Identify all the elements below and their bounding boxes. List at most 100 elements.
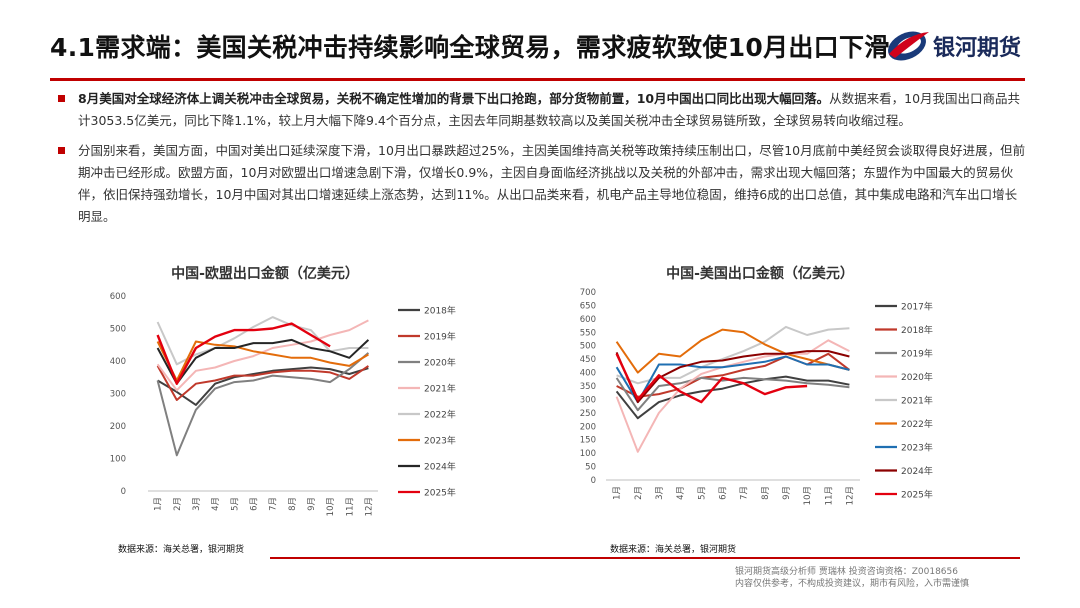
eu-export-chart: 中国-欧盟出口金额（亿美元） 0 100 200 300 400 500 600 1月 2月 3月 4… xyxy=(110,265,456,516)
legend-label: 2020年 xyxy=(901,371,933,383)
x-tick-label: 8月 xyxy=(761,486,771,500)
x-tick-label: 11月 xyxy=(345,497,355,516)
x-tick-label: 3月 xyxy=(192,497,202,511)
y-tick-label: 700 xyxy=(580,288,596,298)
legend-label: 2024年 xyxy=(424,461,456,473)
series-line-2018年 xyxy=(616,352,851,398)
x-tick-label: 5月 xyxy=(697,486,707,500)
series-line-2024年 xyxy=(156,338,370,385)
x-tick-label: 3月 xyxy=(655,486,665,500)
y-tick-label: 200 xyxy=(580,422,596,432)
x-tick-label: 9月 xyxy=(307,497,317,511)
series-line-2023年 xyxy=(156,340,369,382)
series-line-2025年 xyxy=(156,322,331,385)
x-tick-label: 7月 xyxy=(740,486,750,500)
footer-analyst: 银河期货高级分析师 贾瑞林 投资咨询资格：Z0018656 xyxy=(735,567,958,577)
galaxy-logo-icon xyxy=(888,31,929,61)
y-tick-label: 550 xyxy=(580,328,596,338)
legend-label: 2023年 xyxy=(424,435,456,447)
legend-label: 2023年 xyxy=(901,442,933,454)
series-line-2024年 xyxy=(615,350,850,404)
y-tick-label: 100 xyxy=(110,455,126,465)
bullet-square-icon xyxy=(58,95,65,102)
legend-label: 2020年 xyxy=(424,357,456,369)
y-tick-label: 600 xyxy=(110,292,126,302)
header-divider xyxy=(50,78,1025,81)
legend-label: 2022年 xyxy=(901,418,933,430)
page-title: 4.1需求端：美国关税冲击持续影响全球贸易，需求疲软致使10月出口下滑 xyxy=(50,33,890,62)
series-line-2018年 xyxy=(157,366,369,406)
x-tick-label: 7月 xyxy=(269,497,279,511)
series-line-2023年 xyxy=(615,355,850,404)
bullet-paragraph-1: 8月美国对全球经济体上调关税冲击全球贸易，关税不确定性增加的背景下出口抢跑，部分… xyxy=(56,88,1026,132)
x-tick-label: 8月 xyxy=(288,497,298,511)
x-tick-label: 9月 xyxy=(782,486,792,500)
x-tick-label: 5月 xyxy=(230,497,240,511)
x-tick-label: 1月 xyxy=(154,497,164,511)
y-tick-label: 350 xyxy=(580,382,596,392)
legend-label: 2021年 xyxy=(901,395,933,407)
y-tick-label: 300 xyxy=(110,390,126,400)
legend-label: 2025年 xyxy=(901,489,933,501)
x-tick-label: 2月 xyxy=(173,497,183,511)
summary-bullets: 8月美国对全球经济体上调关税冲击全球贸易，关税不确定性增加的背景下出口抢跑，部分… xyxy=(56,88,1026,236)
y-tick-label: 300 xyxy=(580,395,596,405)
y-tick-label: 0 xyxy=(121,487,126,497)
series-line-2025年 xyxy=(615,353,808,404)
series-line-2020年 xyxy=(156,352,370,457)
legend-label: 2024年 xyxy=(901,465,933,477)
footer: 银河期货高级分析师 贾瑞林 投资咨询资格：Z0018656 内容仅供参考，不构成… xyxy=(735,566,969,590)
y-tick-label: 500 xyxy=(110,325,126,335)
y-tick-label: 0 xyxy=(591,476,596,486)
series-line-2019年 xyxy=(615,376,850,412)
y-tick-label: 100 xyxy=(580,449,596,459)
us-export-chart: 中国-美国出口金额（亿美元） 0 50 100 150 200 250 300 350 400 45… xyxy=(580,265,933,505)
series-line-2022年 xyxy=(615,328,850,374)
y-tick-label: 250 xyxy=(580,409,596,419)
legend-label: 2018年 xyxy=(424,305,456,317)
chart-title: 中国-美国出口金额（亿美元） xyxy=(666,265,854,282)
eu-chart-source: 数据来源：海关总署，银河期货 xyxy=(118,545,245,555)
legend-label: 2025年 xyxy=(424,487,456,499)
legend-label: 2018年 xyxy=(901,324,933,336)
paragraph-1-text: 从数据来看，10月我国出口商品共计3053.5亿美元，同比下降1.1%，较上月大… xyxy=(78,91,1021,128)
brand-logo: 银河期货 xyxy=(885,24,1055,68)
footer-divider xyxy=(270,557,1020,559)
x-tick-label: 4月 xyxy=(676,486,686,500)
paragraph-1-bold: 8月美国对全球经济体上调关税冲击全球贸易，关税不确定性增加的背景下出口抢跑，部分… xyxy=(78,91,830,106)
x-tick-label: 1月 xyxy=(613,486,623,500)
x-tick-label: 12月 xyxy=(364,497,374,516)
us-chart-source: 数据来源：海关总署，银河期货 xyxy=(610,545,737,555)
bullet-paragraph-2: 分国别来看，美国方面，中国对美出口延续深度下滑，10月出口暴跌超过25%，主因美… xyxy=(56,140,1026,228)
y-tick-label: 650 xyxy=(580,301,596,311)
series-line-2017年 xyxy=(615,375,850,420)
x-tick-label: 6月 xyxy=(718,486,728,500)
x-tick-label: 4月 xyxy=(211,497,221,511)
bullet-square-icon xyxy=(58,147,65,154)
series-line-2020年 xyxy=(615,339,850,453)
series-line-2019年 xyxy=(156,365,369,401)
series-line-2021年 xyxy=(616,325,850,385)
y-tick-label: 50 xyxy=(585,463,596,473)
y-tick-label: 400 xyxy=(580,369,596,379)
x-tick-label: 10月 xyxy=(326,497,336,516)
legend-label: 2022年 xyxy=(424,409,456,421)
x-tick-label: 11月 xyxy=(824,486,834,505)
x-tick-label: 12月 xyxy=(845,486,855,505)
y-tick-label: 150 xyxy=(580,436,596,446)
paragraph-2-text: 分国别来看，美国方面，中国对美出口延续深度下滑，10月出口暴跌超过25%，主因美… xyxy=(78,143,1026,224)
chart-title: 中国-欧盟出口金额（亿美元） xyxy=(171,265,359,282)
legend-label: 2019年 xyxy=(901,348,933,360)
y-tick-label: 450 xyxy=(580,355,596,365)
logo-text: 银河期货 xyxy=(933,36,1022,61)
x-tick-label: 10月 xyxy=(803,486,813,505)
x-tick-label: 2月 xyxy=(634,486,644,500)
y-tick-label: 500 xyxy=(580,342,596,352)
legend-label: 2019年 xyxy=(424,331,456,343)
y-tick-label: 200 xyxy=(110,422,126,432)
x-tick-label: 6月 xyxy=(249,497,259,511)
y-tick-label: 600 xyxy=(580,315,596,325)
y-tick-label: 400 xyxy=(110,357,126,367)
legend-label: 2021年 xyxy=(424,383,456,395)
footer-disclaimer: 内容仅供参考，不构成投资建议，期市有风险，入市需谨慎 xyxy=(735,579,970,589)
